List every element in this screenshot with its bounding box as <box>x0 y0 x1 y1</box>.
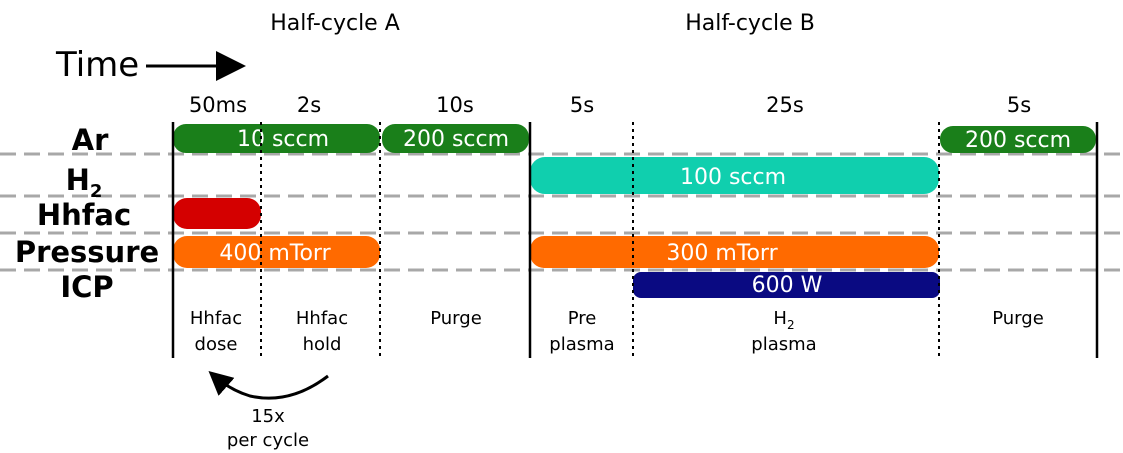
bar-pressure-a <box>173 236 380 268</box>
duration-hold: 2s <box>297 93 321 117</box>
row-label-icp: ICP <box>60 270 113 304</box>
bar-ar-purge-b <box>940 126 1096 153</box>
bar-ar-dose-hold-value: 10 sccm <box>237 127 329 152</box>
row-label-h2: H2 <box>66 163 103 202</box>
duration-h2-plasma: 25s <box>766 93 804 117</box>
bar-hhfac-dose <box>173 198 261 229</box>
duration-dose: 50ms <box>189 93 247 117</box>
half-cycle-a-label: Half-cycle A <box>270 11 400 36</box>
step-boundaries <box>171 122 1099 358</box>
bar-icp-power-value: 600 W <box>752 273 823 298</box>
loop-count: 15x <box>251 406 285 427</box>
loop-arrow <box>208 371 329 400</box>
row-label-ar: Ar <box>72 123 109 157</box>
bar-ar-purge-a-value: 200 sccm <box>403 127 509 152</box>
step-purge-a: Purge <box>430 308 482 329</box>
bar-ar-purge-a <box>382 124 529 153</box>
duration-purge-a: 10s <box>436 93 474 117</box>
step-pre-plasma-line2: plasma <box>549 334 614 355</box>
duration-pre-plasma: 5s <box>570 93 594 117</box>
step-pre-plasma-line1: Pre <box>568 308 597 329</box>
row-dividers <box>0 152 1123 272</box>
half-cycle-b-label: Half-cycle B <box>685 11 815 36</box>
step-hold-line1: Hhfac <box>296 308 348 329</box>
step-h2-plasma-line2: plasma <box>751 334 816 355</box>
bar-pressure-a-value: 400 mTorr <box>219 241 331 266</box>
duration-purge-b: 5s <box>1007 93 1031 117</box>
row-label-pressure: Pressure <box>15 235 159 269</box>
loop-text: per cycle <box>227 430 309 451</box>
step-h2-plasma-line1: H2 <box>773 308 794 332</box>
step-dose-line1: Hhfac <box>190 308 242 329</box>
time-label: Time <box>55 45 139 85</box>
step-dose-line2: dose <box>195 334 238 355</box>
bar-icp-power <box>633 272 940 298</box>
bar-ar-purge-b-value: 200 sccm <box>965 128 1071 153</box>
bar-pressure-b-value: 300 mTorr <box>666 241 778 266</box>
step-hold-line2: hold <box>303 334 342 355</box>
bar-ar-dose-hold <box>173 124 380 153</box>
bar-h2-flow-value: 100 sccm <box>680 165 786 190</box>
row-label-hhfac: Hhfac <box>37 198 131 232</box>
step-purge-b: Purge <box>992 308 1044 329</box>
